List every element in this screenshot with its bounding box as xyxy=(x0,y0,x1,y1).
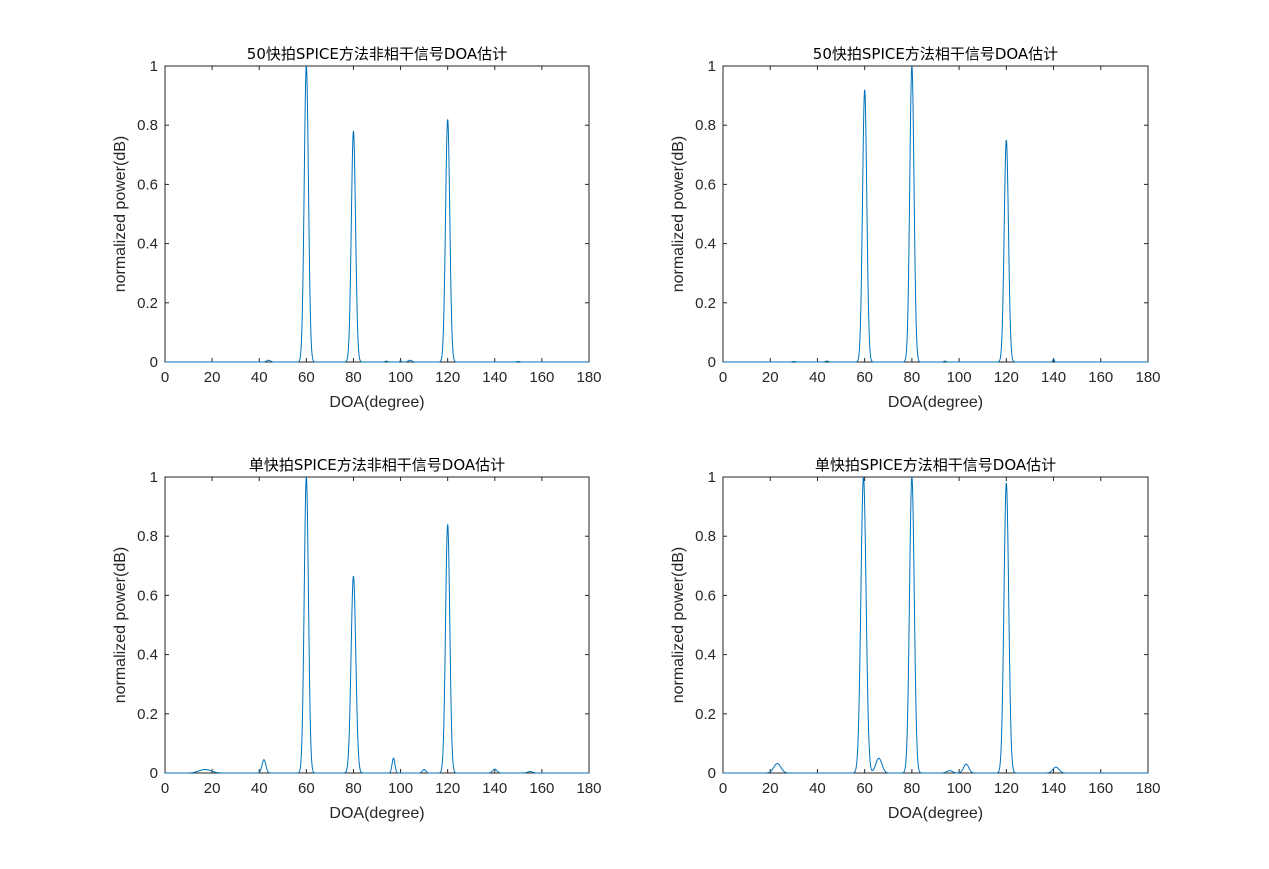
chart-title: 单快拍SPICE方法相干信号DOA估计 xyxy=(815,456,1056,474)
y-tick-label: 0.2 xyxy=(695,295,716,312)
x-tick-label: 0 xyxy=(719,780,727,797)
y-tick-label: 0.6 xyxy=(137,176,158,193)
y-tick-label: 0.4 xyxy=(137,236,158,253)
y-tick-label: 0.4 xyxy=(137,647,158,664)
plot-area xyxy=(722,65,1149,363)
x-tick-label: 120 xyxy=(994,369,1019,386)
y-tick-label: 1 xyxy=(150,58,158,75)
x-tick-label: 0 xyxy=(161,780,169,797)
y-tick-label: 0.6 xyxy=(695,176,716,193)
x-tick-label: 0 xyxy=(161,369,169,386)
x-tick-label: 140 xyxy=(1041,780,1066,797)
spectrum-line xyxy=(723,65,1148,363)
x-tick-label: 80 xyxy=(345,780,362,797)
x-tick-label: 80 xyxy=(904,369,921,386)
chart-title: 单快拍SPICE方法非相干信号DOA估计 xyxy=(249,456,505,474)
plot-area xyxy=(722,476,1149,774)
x-tick-label: 120 xyxy=(435,369,460,386)
chart-50-snapshot-coherent: 0 20 40 60 80 100 120 140 160 180 0 0.2 0.4 0.6 0.8 1 50… xyxy=(670,45,1161,411)
x-tick-label: 180 xyxy=(576,369,601,386)
chart-single-snapshot-noncoherent: 0 20 40 60 80 100 120 140 160 180 0 0.2 0.4 0.6 0.8 1 单快… xyxy=(112,456,602,822)
y-axis-label: normalized power(dB) xyxy=(112,547,129,704)
spectrum-line xyxy=(165,476,589,774)
y-tick-label: 0.6 xyxy=(695,587,716,604)
x-tick-label: 60 xyxy=(298,780,315,797)
x-tick-label: 80 xyxy=(345,369,362,386)
x-axis-label: DOA(degree) xyxy=(329,805,424,822)
spectrum-line xyxy=(723,476,1148,774)
x-tick-label: 100 xyxy=(947,369,972,386)
plot-area xyxy=(164,476,590,774)
y-tick-label: 0 xyxy=(150,354,158,371)
y-tick-label: 0.8 xyxy=(695,117,716,134)
x-tick-label: 140 xyxy=(482,369,507,386)
x-tick-label: 160 xyxy=(529,369,554,386)
x-tick-label: 120 xyxy=(435,780,460,797)
chart-50-snapshot-noncoherent: 0 20 40 60 80 100 120 140 160 180 0 0.2 0.4 0.6 0.8 1 50… xyxy=(112,45,602,411)
x-tick-label: 100 xyxy=(388,369,413,386)
y-tick-label: 1 xyxy=(150,469,158,486)
x-tick-label: 100 xyxy=(947,780,972,797)
x-tick-label: 180 xyxy=(576,780,601,797)
y-axis-label: normalized power(dB) xyxy=(112,136,129,293)
spectrum-line xyxy=(165,65,589,363)
y-axis-label: normalized power(dB) xyxy=(670,547,687,704)
y-tick-label: 0.8 xyxy=(137,528,158,545)
x-tick-label: 160 xyxy=(529,780,554,797)
x-tick-label: 60 xyxy=(856,780,873,797)
x-tick-label: 20 xyxy=(762,369,779,386)
chart-title: 50快拍SPICE方法非相干信号DOA估计 xyxy=(247,45,507,63)
y-tick-label: 0.2 xyxy=(695,706,716,723)
plot-area xyxy=(164,65,590,363)
x-tick-label: 40 xyxy=(251,780,268,797)
x-tick-label: 140 xyxy=(482,780,507,797)
x-tick-label: 180 xyxy=(1135,780,1160,797)
chart-title: 50快拍SPICE方法相干信号DOA估计 xyxy=(813,45,1058,63)
x-tick-label: 60 xyxy=(298,369,315,386)
x-axis-label: DOA(degree) xyxy=(888,805,983,822)
x-tick-label: 20 xyxy=(204,369,221,386)
chart-single-snapshot-coherent: 0 20 40 60 80 100 120 140 160 180 0 0.2 0.4 0.6 0.8 1 单快… xyxy=(670,456,1161,822)
x-axis-label: DOA(degree) xyxy=(888,394,983,411)
y-tick-label: 0.4 xyxy=(695,647,716,664)
y-tick-label: 1 xyxy=(708,58,716,75)
y-tick-label: 0.8 xyxy=(137,117,158,134)
x-tick-label: 40 xyxy=(251,369,268,386)
y-tick-label: 0.4 xyxy=(695,236,716,253)
y-tick-label: 0 xyxy=(708,765,716,782)
y-tick-label: 0.8 xyxy=(695,528,716,545)
x-tick-label: 100 xyxy=(388,780,413,797)
x-tick-label: 20 xyxy=(762,780,779,797)
y-tick-label: 0.2 xyxy=(137,295,158,312)
y-tick-label: 0 xyxy=(150,765,158,782)
y-axis-label: normalized power(dB) xyxy=(670,136,687,293)
x-tick-label: 120 xyxy=(994,780,1019,797)
x-tick-label: 40 xyxy=(809,369,826,386)
x-tick-label: 20 xyxy=(204,780,221,797)
y-tick-label: 0.6 xyxy=(137,587,158,604)
x-tick-label: 80 xyxy=(904,780,921,797)
x-tick-label: 180 xyxy=(1135,369,1160,386)
x-tick-label: 60 xyxy=(856,369,873,386)
y-tick-label: 0 xyxy=(708,354,716,371)
x-tick-label: 140 xyxy=(1041,369,1066,386)
x-tick-label: 40 xyxy=(809,780,826,797)
y-tick-label: 0.2 xyxy=(137,706,158,723)
y-tick-label: 1 xyxy=(708,469,716,486)
x-tick-label: 0 xyxy=(719,369,727,386)
x-tick-label: 160 xyxy=(1088,780,1113,797)
x-tick-label: 160 xyxy=(1088,369,1113,386)
x-axis-label: DOA(degree) xyxy=(329,394,424,411)
